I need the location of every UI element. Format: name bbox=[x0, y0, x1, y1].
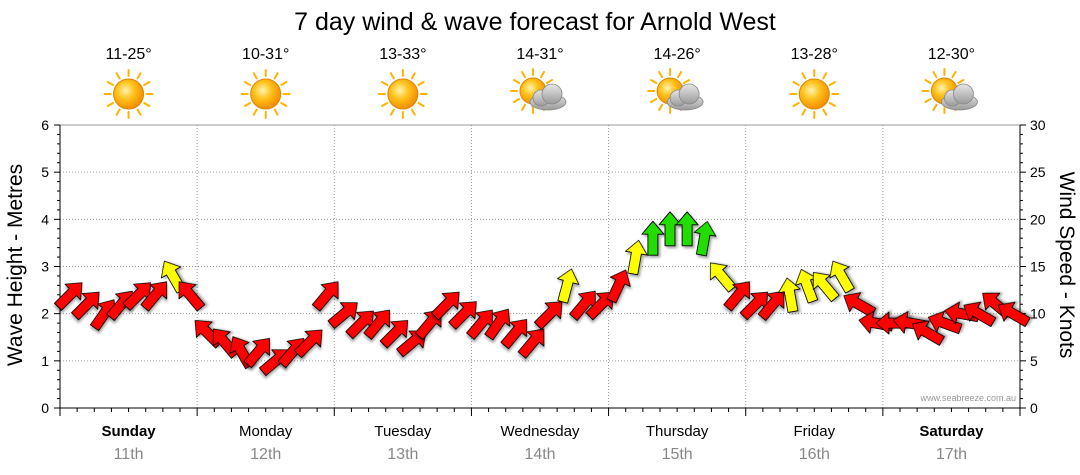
wind-arrow bbox=[829, 260, 855, 294]
sun-icon bbox=[103, 69, 154, 119]
left-tick-label: 6 bbox=[41, 117, 49, 133]
left-tick-label: 4 bbox=[41, 211, 49, 227]
right-tick-label: 0 bbox=[1030, 400, 1038, 416]
temperature-range: 12-30° bbox=[928, 46, 975, 63]
wind-arrow bbox=[911, 320, 945, 346]
day-date-label: 12th bbox=[250, 446, 281, 463]
wind-arrow bbox=[997, 301, 1031, 327]
day-headers: 11-25° 10-31° 13-33° 14-31° 14-26° 13-28° 12-3… bbox=[103, 46, 978, 119]
partly-cloudy-icon bbox=[921, 68, 978, 114]
wind-arrow bbox=[363, 309, 391, 340]
wind-arrow bbox=[243, 337, 271, 369]
wind-arrow bbox=[709, 262, 737, 293]
watermark: www.seabreeze.com.au bbox=[919, 393, 1016, 403]
wind-arrow bbox=[927, 310, 963, 335]
wind-arrow bbox=[533, 301, 563, 330]
wind-arrow bbox=[293, 329, 323, 359]
wind-arrow bbox=[484, 308, 511, 341]
chart-grid bbox=[59, 124, 1021, 409]
day-name-label: Saturday bbox=[919, 423, 984, 440]
sun-icon bbox=[377, 69, 428, 119]
wind-arrow bbox=[606, 269, 631, 304]
right-tick-label: 30 bbox=[1030, 117, 1046, 133]
left-tick-label: 5 bbox=[41, 164, 49, 180]
wind-arrow bbox=[517, 328, 545, 359]
wind-speed-axis-title: Wind Speed - Knots bbox=[1055, 172, 1078, 359]
wind-arrow bbox=[379, 320, 409, 349]
left-tick-label: 1 bbox=[41, 353, 49, 369]
wind-arrow bbox=[778, 277, 801, 313]
wind-arrow bbox=[641, 220, 665, 256]
right-tick-label: 5 bbox=[1030, 353, 1038, 369]
right-tick-label: 25 bbox=[1030, 164, 1046, 180]
wind-arrow bbox=[963, 301, 997, 327]
sun-icon bbox=[789, 69, 840, 119]
day-name-label: Sunday bbox=[101, 423, 156, 440]
day-date-label: 13th bbox=[387, 446, 418, 463]
day-date-label: 16th bbox=[799, 446, 830, 463]
wind-arrow bbox=[812, 271, 840, 303]
sun-icon bbox=[240, 69, 291, 119]
day-name-label: Tuesday bbox=[374, 423, 431, 440]
wind-arrow bbox=[500, 319, 528, 350]
wind-arrow bbox=[327, 302, 358, 329]
partly-cloudy-icon bbox=[510, 68, 567, 114]
chart-title: 7 day wind & wave forecast for Arnold We… bbox=[294, 8, 776, 36]
wind-arrow bbox=[658, 211, 682, 247]
wind-arrow bbox=[414, 309, 442, 340]
wave-height-axis-title: Wave Height - Metres bbox=[4, 164, 27, 366]
right-tick-label: 15 bbox=[1030, 259, 1046, 275]
day-name-label: Wednesday bbox=[501, 423, 580, 440]
wind-speed-axis: 0 5 10 15 20 25 30 bbox=[1019, 117, 1046, 416]
left-tick-label: 3 bbox=[41, 259, 49, 275]
wave-height-axis: 0 1 2 3 4 5 6 bbox=[41, 117, 61, 416]
wind-arrow bbox=[53, 282, 83, 311]
right-tick-label: 20 bbox=[1030, 211, 1046, 227]
day-date-label: 15th bbox=[662, 446, 693, 463]
day-name-label: Thursday bbox=[646, 423, 709, 440]
wind-arrow bbox=[431, 291, 460, 321]
temperature-range: 13-28° bbox=[791, 46, 838, 63]
wind-arrow bbox=[311, 281, 339, 312]
day-date-label: 14th bbox=[524, 446, 555, 463]
wind-arrow bbox=[693, 221, 717, 257]
wind-arrow bbox=[396, 330, 427, 358]
day-name-label: Monday bbox=[239, 423, 293, 440]
wind-arrow bbox=[585, 291, 614, 321]
right-tick-label: 10 bbox=[1030, 306, 1046, 322]
wind-arrow bbox=[448, 301, 477, 330]
wind-arrow bbox=[140, 281, 168, 312]
day-axis: Sunday 11th Monday 12th Tuesday 13th Wednesday… bbox=[59, 407, 1021, 463]
wind-arrow bbox=[557, 268, 580, 304]
day-name-label: Friday bbox=[793, 423, 835, 440]
wind-arrow bbox=[675, 211, 699, 247]
left-tick-label: 0 bbox=[41, 400, 49, 416]
wind-arrow bbox=[625, 239, 648, 276]
temperature-range: 14-26° bbox=[653, 46, 700, 63]
wind-arrow bbox=[178, 281, 206, 312]
partly-cloudy-icon bbox=[647, 68, 704, 114]
temperature-range: 10-31° bbox=[242, 46, 289, 63]
temperature-range: 11-25° bbox=[106, 46, 152, 63]
temperature-range: 14-31° bbox=[516, 46, 563, 63]
temperature-range: 13-33° bbox=[379, 46, 426, 63]
day-date-label: 17th bbox=[936, 446, 967, 463]
day-date-label: 11th bbox=[114, 446, 144, 463]
left-tick-label: 2 bbox=[41, 306, 49, 322]
wind-arrows bbox=[53, 211, 1031, 377]
wind-arrow bbox=[71, 291, 100, 321]
wind-arrow bbox=[723, 281, 751, 312]
wind-arrow bbox=[757, 290, 785, 321]
